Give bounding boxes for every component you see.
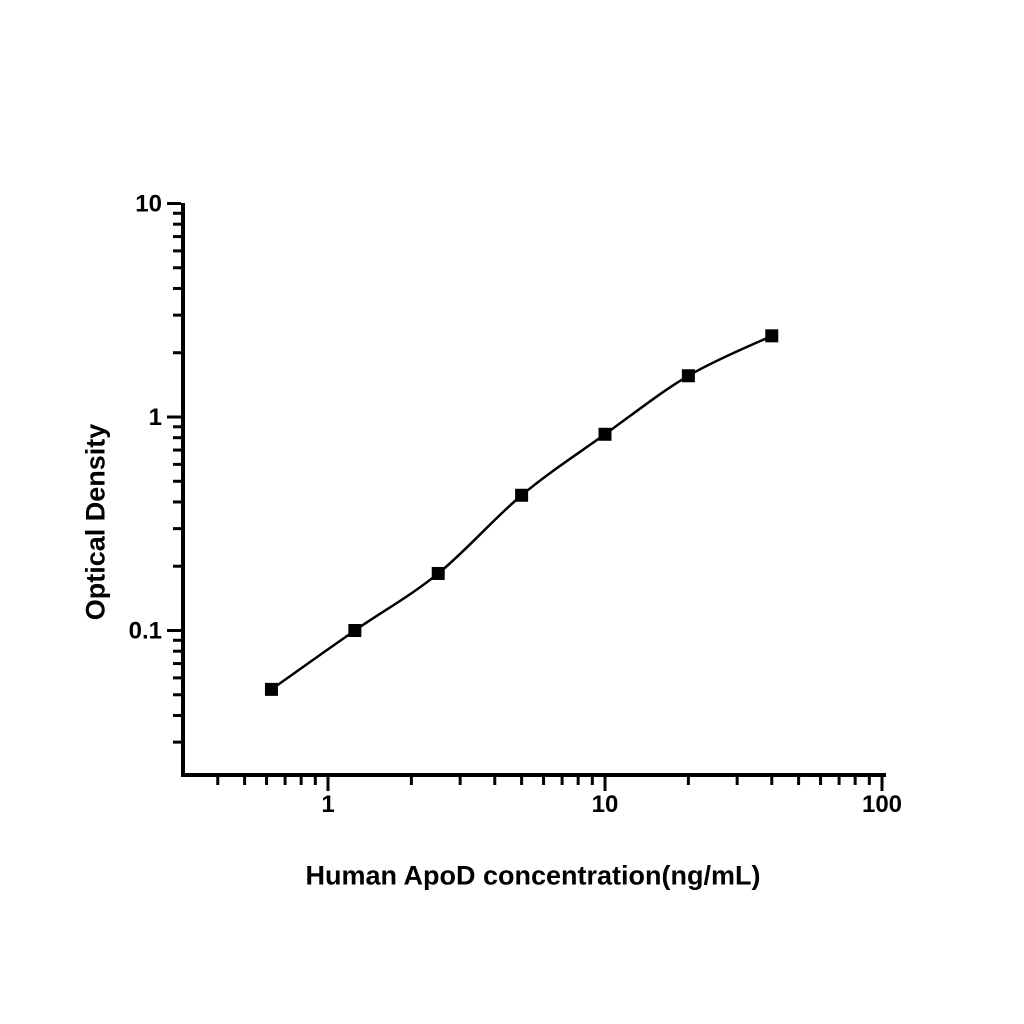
x-tick-label: 1 <box>321 791 334 818</box>
y-tick-label: 10 <box>135 191 162 218</box>
x-axis-title: Human ApoD concentration(ng/mL) <box>305 860 761 891</box>
data-point-marker <box>264 682 278 696</box>
x-tick-label: 100 <box>862 791 902 818</box>
x-tick-label: 10 <box>592 791 619 818</box>
axes-frame <box>181 203 886 777</box>
y-tick-label: 1 <box>149 404 162 431</box>
data-point-marker <box>515 488 529 502</box>
y-tick-label: 0.1 <box>129 618 162 645</box>
data-point-marker <box>765 329 779 343</box>
data-point-marker <box>598 427 612 441</box>
y-axis-title: Optical Density <box>80 423 111 621</box>
data-point-marker <box>431 566 445 580</box>
data-point-marker <box>681 369 695 383</box>
data-point-marker <box>348 624 362 637</box>
curve-line <box>270 334 773 691</box>
